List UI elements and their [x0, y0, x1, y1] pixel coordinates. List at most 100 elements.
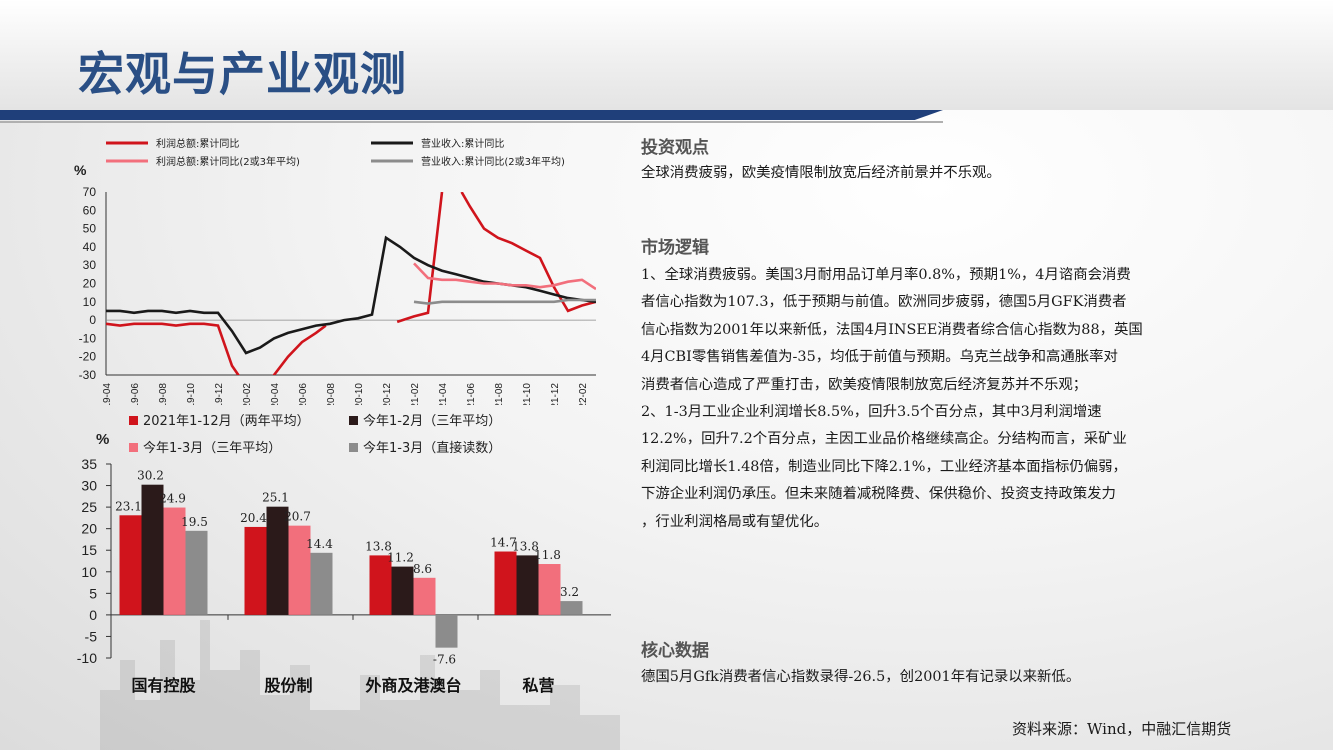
x-tick-label: 19-06 [130, 383, 141, 405]
bar [538, 564, 561, 615]
section-title-investment-view: 投资观点 [641, 138, 709, 158]
category-label: 国有控股 [131, 676, 196, 695]
legend-label: 利润总额:累计同比 [156, 137, 239, 150]
bar-data-label: 25.1 [262, 491, 289, 505]
y-tick-label: 5 [89, 585, 97, 601]
legend-label: 营业收入:累计同比(2或3年平均) [421, 155, 565, 168]
bar [163, 507, 186, 615]
bar [413, 577, 436, 615]
bar [310, 552, 333, 615]
y-tick-label: 20 [83, 277, 97, 291]
x-tick-label: 20-06 [298, 383, 309, 405]
section-title-market-logic: 市场逻辑 [641, 238, 709, 258]
legend-swatch [349, 416, 358, 425]
title-underline-bar [0, 110, 943, 120]
bar-data-label: 13.8 [512, 539, 539, 553]
bar [391, 566, 414, 615]
bar-data-label: 13.8 [365, 539, 392, 553]
bar [288, 525, 311, 615]
page-title: 宏观与产业观测 [78, 47, 407, 101]
core-data-text: 德国5月Gfk消费者信心指数录得-26.5，创2001年有记录以来新低。 [641, 669, 1081, 685]
bar-data-label: 14.7 [490, 536, 517, 550]
legend-label: 今年1-3月（三年平均） [143, 440, 281, 456]
y-tick-label: -10 [77, 650, 97, 666]
x-tick-label: 19-04 [102, 383, 113, 405]
investment-view-text: 全球消费疲弱，欧美疫情限制放宽后经济前景并不乐观。 [641, 165, 1001, 181]
bar-data-label: 19.5 [181, 515, 208, 529]
x-tick-label: 20-12 [382, 383, 393, 405]
y-tick-label: 60 [83, 203, 97, 217]
logic-line: 4月CBI零售销售差值为-35，均低于前值与预期。乌克兰战争和高通胀率对 [641, 349, 1118, 366]
bar [141, 484, 164, 615]
x-tick-label: 20-08 [326, 383, 337, 405]
legend-swatch [129, 416, 138, 425]
bar [560, 601, 583, 615]
city-silhouette-decoration [100, 620, 620, 750]
x-tick-label: 19-12 [214, 383, 225, 405]
logic-line: 下游企业利润仍承压。但未来随着减税降费、保供稳价、投资支持政策发力 [641, 486, 1116, 503]
bar-data-label: -7.6 [433, 653, 456, 667]
x-tick-label: 21-04 [438, 383, 449, 405]
bar-data-label: 20.7 [284, 510, 311, 524]
legend-swatch [349, 443, 358, 452]
legend-label: 2021年1-12月（两年平均） [143, 414, 310, 429]
x-tick-label: 21-02 [410, 383, 421, 405]
y-tick-label: 10 [81, 564, 97, 580]
logic-line: ，行业利润格局或有望优化。 [641, 513, 829, 530]
category-label: 私营 [522, 676, 554, 695]
y-tick-label: -5 [85, 628, 98, 644]
y-tick-label: 0 [89, 313, 96, 327]
y-tick-label: 25 [81, 499, 97, 515]
x-tick-label: 21-06 [466, 383, 477, 405]
bar-data-label: 11.2 [387, 551, 414, 565]
y-tick-label: 10 [83, 295, 97, 309]
x-tick-label: 20-10 [354, 383, 365, 405]
x-tick-label: 20-04 [270, 383, 281, 405]
title-underline-thin [0, 121, 943, 123]
legend-label: 利润总额:累计同比(2或3年平均) [156, 155, 300, 168]
bar-data-label: 11.8 [534, 548, 561, 562]
logic-line: 消费者信心造成了严重打击，欧美疫情限制放宽后经济复苏并不乐观； [641, 376, 1088, 393]
y-tick-label: 40 [83, 240, 97, 254]
bar [494, 551, 517, 615]
x-tick-label: 21-08 [494, 383, 505, 405]
x-tick-label: 19-10 [186, 383, 197, 405]
y-tick-label: 35 [81, 456, 97, 472]
y-axis-unit-label: % [96, 431, 109, 448]
series-line [413, 298, 596, 305]
source-note: 资料来源：Wind，中融汇信期货 [1012, 720, 1232, 738]
bar [435, 614, 458, 648]
y-tick-label: -10 [79, 331, 97, 345]
legend-swatch [129, 443, 138, 452]
market-logic-text: 1、全球消费疲弱。美国3月耐用品订单月率0.8%，预期1%，4月谘商会消费 者信… [641, 262, 1251, 536]
bar [185, 530, 208, 615]
logic-line: 利润同比增长1.48倍，制造业同比下降2.1%，工业经济基本面指标仍偏弱， [641, 458, 1127, 475]
bar-data-label: 3.2 [560, 585, 579, 599]
x-tick-label: 20-02 [242, 383, 253, 405]
x-tick-label: 22-02 [578, 383, 589, 405]
bar-data-label: 23.1 [115, 499, 142, 513]
bar [369, 555, 392, 615]
bar [244, 526, 267, 615]
header-band [0, 0, 1333, 110]
y-tick-label: 20 [81, 521, 97, 537]
logic-line: 者信心指数为107.3，低于预期与前值。欧洲同步疲弱，德国5月GFK消费者 [641, 294, 1127, 311]
bar [119, 515, 142, 615]
y-axis-unit-label: % [74, 162, 87, 178]
logic-line: 信心指数为2001年以来新低，法国4月INSEE消费者综合信心指数为88，英国 [641, 321, 1143, 338]
series-line [413, 262, 596, 291]
x-tick-label: 21-10 [522, 383, 533, 405]
y-tick-label: 0 [89, 607, 97, 623]
bar-data-label: 20.4 [240, 511, 267, 525]
bar-data-label: 14.4 [306, 537, 333, 551]
bar-data-label: 30.2 [137, 469, 164, 483]
x-tick-label: 19-08 [158, 383, 169, 405]
y-tick-label: -30 [79, 368, 97, 382]
legend-label: 今年1-2月（三年平均） [363, 413, 501, 429]
series-line [460, 192, 596, 313]
legend-label: 营业收入:累计同比 [421, 137, 504, 150]
category-label: 外商及港澳台 [364, 676, 461, 695]
y-tick-label: 15 [81, 542, 97, 558]
bar-data-label: 24.9 [159, 492, 186, 506]
logic-line: 12.2%，回升7.2个百分点，主因工业品价格继续高企。分结构而言，采矿业 [641, 431, 1127, 448]
